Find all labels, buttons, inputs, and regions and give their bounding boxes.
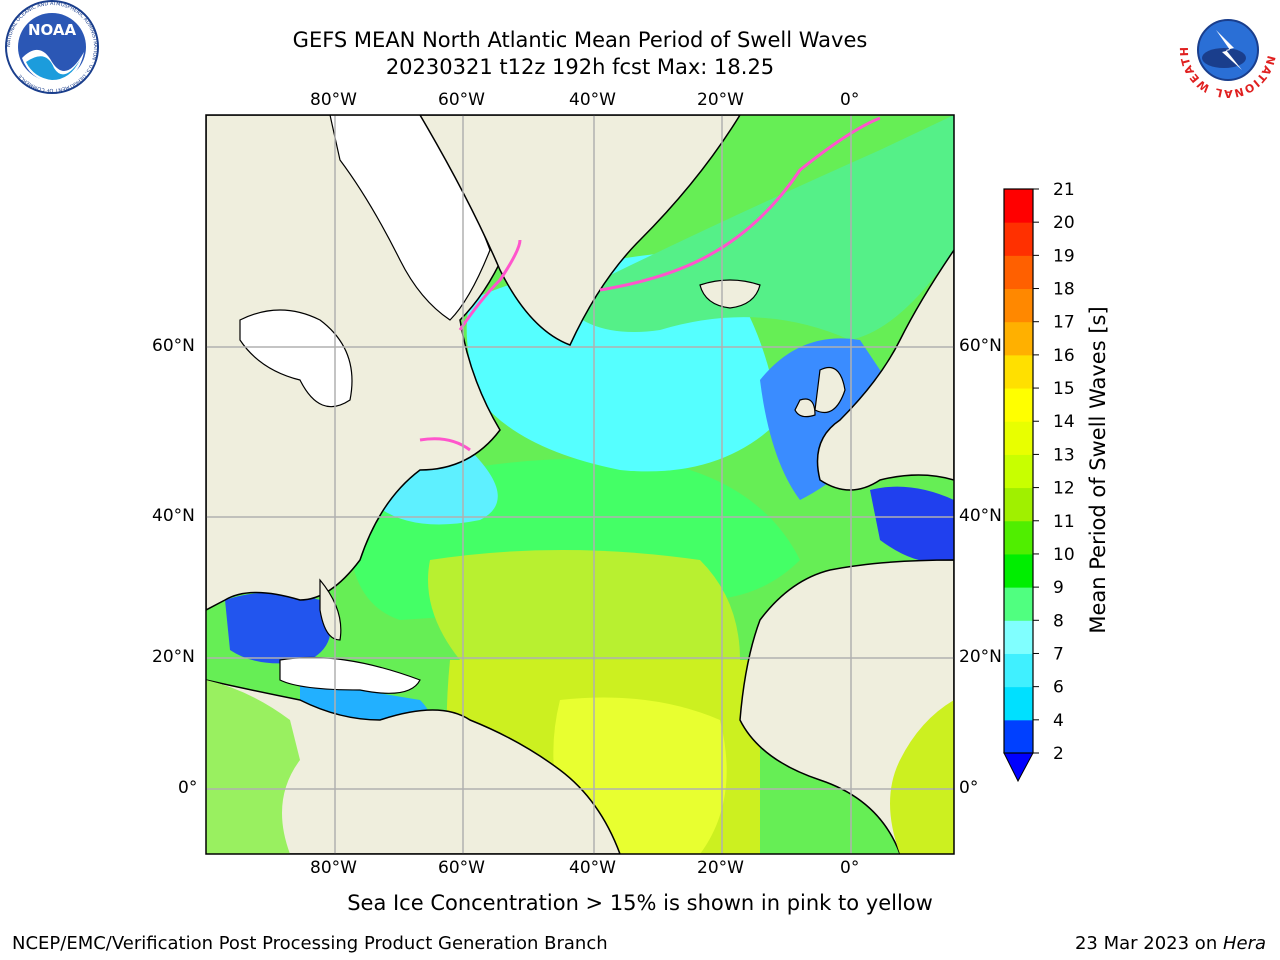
colorbar-under-arrow: [1003, 752, 1034, 783]
colorbar-tick-label: 19: [1053, 246, 1075, 266]
swell-field-mediterranean: [870, 486, 954, 563]
hudson-bay: [239, 309, 353, 408]
nws-logo: NATIONAL WEATHER SERVICE: [1176, 0, 1277, 100]
lon-label-bottom-0: 0°: [840, 858, 860, 878]
colorbar-swatch: [1004, 653, 1033, 688]
lon-label-top-0: 0°: [840, 90, 860, 110]
lon-label-top-80w: 80°W: [310, 90, 357, 110]
colorbar-swatch: [1004, 421, 1033, 455]
colorbar-tick-label: 21: [1053, 180, 1075, 200]
lat-label-left-40n: 40°N: [152, 506, 195, 526]
lat-label-left-60n: 60°N: [152, 336, 195, 356]
south-america-land: [206, 679, 621, 854]
lat-label-right-40n: 40°N: [959, 506, 1002, 526]
colorbar-swatch: [1004, 388, 1033, 422]
swell-field-subtropical: [428, 550, 740, 660]
lat-label-right-60n: 60°N: [959, 336, 1002, 356]
lon-label-top-20w: 20°W: [697, 90, 744, 110]
swell-field-gulf-mexico: [225, 592, 331, 664]
colorbar-tick-label: 8: [1053, 611, 1064, 631]
colorbar-swatch: [1004, 255, 1033, 290]
colorbar-tick-label: 20: [1053, 213, 1075, 233]
sea-ice-edge-labrador: [458, 239, 522, 331]
colorbar-tick-label: 9: [1053, 578, 1064, 598]
footer-date: 23 Mar 2023 on Hera: [1075, 933, 1266, 954]
pacific-ocean: [206, 680, 300, 854]
colorbar-tick-label: 4: [1053, 711, 1064, 731]
colorbar-tick-label: 15: [1053, 379, 1075, 399]
colorbar-swatch: [1004, 454, 1033, 489]
colorbar-swatch: [1004, 288, 1033, 323]
lat-label-left-0: 0°: [178, 778, 198, 798]
lon-label-bottom-80w: 80°W: [310, 858, 357, 878]
swell-field-norwegian: [560, 115, 954, 340]
gulf-guinea: [890, 700, 954, 854]
colorbar-swatch: [1004, 189, 1033, 223]
sea-ice-caption: Sea Ice Concentration > 15% is shown in …: [347, 891, 933, 915]
colorbar-swatch: [1004, 587, 1033, 621]
sea-ice-edge-gulf-st-lawrence: [419, 437, 471, 452]
lat-label-right-20n: 20°N: [959, 647, 1002, 667]
colorbar-swatch: [1004, 520, 1033, 555]
colorbar-swatch: [1004, 553, 1033, 588]
ireland: [794, 398, 816, 418]
colorbar-swatch: [1004, 354, 1033, 389]
colorbar-tick-label: 14: [1053, 412, 1075, 432]
colorbar-tick-label: 12: [1053, 479, 1075, 499]
lat-label-left-20n: 20°N: [152, 647, 195, 667]
colorbar-tick-label: 10: [1053, 545, 1075, 565]
lon-label-top-60w: 60°W: [438, 90, 485, 110]
colorbar-swatch: [1004, 487, 1033, 522]
british-isles: [814, 366, 846, 414]
map-frame: [205, 114, 955, 855]
footer-date-text: 23 Mar 2023 on: [1074, 933, 1223, 954]
greenland-land: [419, 115, 741, 346]
lon-label-top-40w: 40°W: [569, 90, 616, 110]
colorbar-tick-label: 7: [1053, 644, 1064, 664]
map-subtitle: 20230321 t12z 192h fcst Max: 18.25: [385, 55, 775, 79]
colorbar-tick-label: 13: [1053, 445, 1075, 465]
sea-ice-edge-greenland: [599, 116, 881, 292]
colorbar-tick-label: 2: [1053, 744, 1064, 764]
iceland: [699, 279, 761, 309]
swell-field-biscay: [760, 338, 900, 500]
footer-machine: Hera: [1222, 933, 1266, 954]
colorbar-swatch: [1004, 686, 1033, 721]
colorbar-swatch: [1004, 620, 1033, 654]
colorbar-label: Mean Period of Swell Waves [s]: [1086, 306, 1110, 634]
colorbar-swatch: [1004, 719, 1033, 754]
colorbar-swatch: [1004, 321, 1033, 356]
colorbar-tick-label: 18: [1053, 280, 1075, 300]
colorbar-swatch: [1004, 222, 1033, 256]
footer-organization: NCEP/EMC/Verification Post Processing Pr…: [12, 933, 608, 954]
lon-label-bottom-40w: 40°W: [569, 858, 616, 878]
colorbar-tick-label: 16: [1053, 346, 1075, 366]
map-title: GEFS MEAN North Atlantic Mean Period of …: [292, 28, 868, 52]
noaa-logo: NOAA NATIONAL OCEANIC AND ATMOSPHERIC AD…: [5, 0, 99, 94]
svg-text:NOAA: NOAA: [28, 21, 77, 39]
colorbar-frame: [1003, 188, 1034, 754]
colorbar-tick-label: 11: [1053, 512, 1075, 532]
lon-label-bottom-20w: 20°W: [697, 858, 744, 878]
lon-label-bottom-60w: 60°W: [438, 858, 485, 878]
graticule: [206, 115, 954, 854]
colorbar-tick-label: 6: [1053, 678, 1064, 698]
lat-label-right-0: 0°: [959, 778, 979, 798]
colorbar-tick-label: 17: [1053, 313, 1075, 333]
map-panel: [205, 114, 955, 855]
